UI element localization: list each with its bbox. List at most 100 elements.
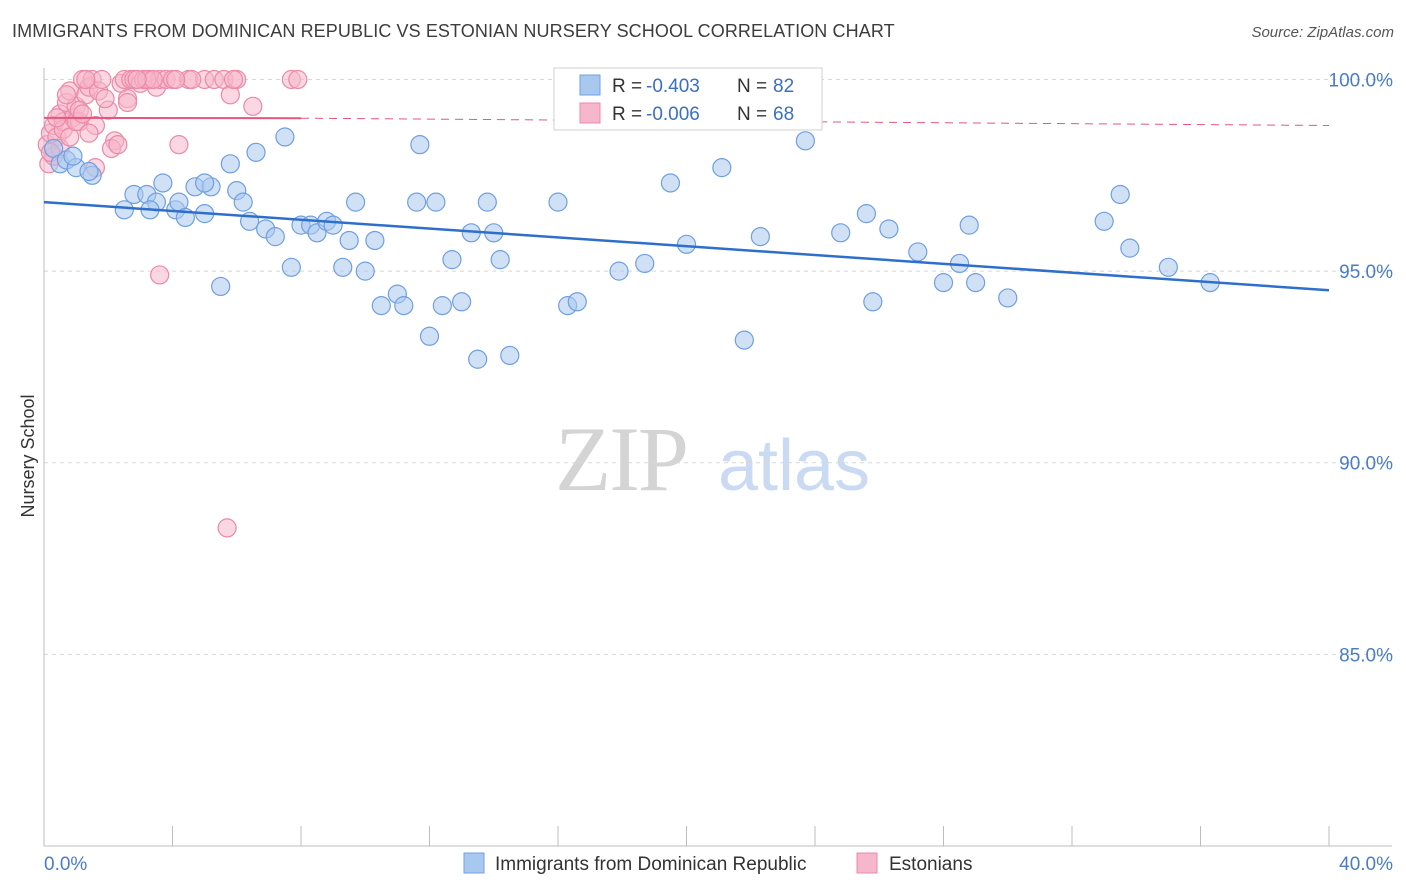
- data-point-dominican-republic: [468, 349, 488, 369]
- data-point-estonians: [76, 69, 96, 90]
- data-point-estonians: [117, 92, 138, 113]
- data-point-dominican-republic: [856, 204, 877, 224]
- legend-r-value-blue: -0.403: [646, 76, 700, 97]
- legend-n-label-pink: N =: [737, 104, 772, 125]
- data-point-dominican-republic: [567, 292, 587, 312]
- legend-r-value-pink: -0.006: [646, 104, 700, 125]
- data-point-dominican-republic: [394, 296, 414, 316]
- y-tick-label: 95.0%: [1339, 262, 1393, 283]
- data-point-estonians: [169, 135, 189, 155]
- data-point-dominican-republic: [490, 250, 510, 270]
- axes: [43, 68, 1392, 847]
- data-point-dominican-republic: [195, 173, 215, 193]
- data-point-dominican-republic: [63, 146, 83, 166]
- data-point-dominican-republic: [548, 192, 568, 212]
- data-point-dominican-republic: [712, 158, 732, 178]
- data-point-dominican-republic: [114, 200, 134, 220]
- data-point-dominican-republic: [1094, 211, 1114, 231]
- data-point-dominican-republic: [355, 261, 375, 281]
- data-point-estonians: [56, 85, 77, 105]
- data-point-dominican-republic: [1158, 257, 1178, 277]
- legend-bottom-swatch-blue: [463, 852, 485, 874]
- stats-legend: R = -0.403 N = 82 R = -0.006 N = 68: [553, 67, 823, 131]
- legend-bottom-swatch-pink: [856, 852, 878, 874]
- legend-n-label-blue: N =: [737, 76, 772, 97]
- data-point-dominican-republic: [211, 276, 231, 297]
- legend-n-value-pink: 68: [773, 104, 794, 125]
- data-point-dominican-republic: [500, 345, 520, 366]
- data-point-dominican-republic: [1110, 184, 1130, 205]
- data-point-dominican-republic: [676, 234, 697, 254]
- data-point-estonians: [150, 265, 170, 285]
- data-point-estonians: [223, 69, 244, 90]
- data-point-dominican-republic: [734, 330, 754, 350]
- watermark-atlas: atlas: [718, 426, 870, 506]
- data-point-dominican-republic: [442, 250, 462, 270]
- chart-title: IMMIGRANTS FROM DOMINICAN REPUBLIC VS ES…: [12, 21, 895, 41]
- data-point-estonians: [95, 89, 115, 109]
- data-point-estonians: [79, 123, 99, 143]
- legend-r-label-blue: R =: [612, 76, 647, 97]
- trend-line-estonians-extension: [300, 117, 1330, 126]
- data-point-dominican-republic: [660, 173, 681, 193]
- data-point-dominican-republic: [246, 142, 266, 162]
- trend-lines: [43, 116, 1330, 292]
- data-point-dominican-republic: [750, 227, 770, 247]
- data-point-dominican-republic: [908, 242, 928, 262]
- data-point-dominican-republic: [831, 223, 851, 243]
- data-point-dominican-republic: [795, 131, 815, 151]
- data-point-dominican-republic: [879, 219, 899, 239]
- trend-line-dominican-republic: [43, 200, 1330, 292]
- data-point-dominican-republic: [407, 192, 427, 212]
- legend-bottom-label-blue: Immigrants from Dominican Republic: [495, 854, 807, 875]
- data-point-dominican-republic: [323, 215, 343, 235]
- y-tick-labels: 85.0% 90.0% 95.0% 100.0%: [1329, 70, 1394, 666]
- x-tick-label-min: 0.0%: [44, 854, 87, 875]
- data-point-estonians: [288, 69, 308, 90]
- data-point-dominican-republic: [635, 253, 655, 274]
- data-point-dominican-republic: [410, 135, 430, 155]
- y-axis-title: Nursery School: [18, 394, 38, 517]
- data-point-dominican-republic: [233, 192, 253, 212]
- x-tick-label-max: 40.0%: [1339, 854, 1393, 875]
- data-point-dominican-republic: [863, 292, 883, 312]
- source-credit: Source: ZipAtlas.com: [1251, 24, 1394, 41]
- legend-bottom-label-pink: Estonians: [889, 854, 972, 875]
- data-point-dominican-republic: [998, 288, 1018, 308]
- data-point-dominican-republic: [477, 192, 497, 212]
- data-point-dominican-republic: [966, 273, 986, 293]
- legend-swatch-blue: [579, 74, 601, 96]
- data-point-dominican-republic: [153, 173, 173, 193]
- data-point-estonians: [108, 135, 128, 155]
- data-point-dominican-republic: [265, 227, 285, 247]
- data-point-dominican-republic: [432, 296, 452, 316]
- data-point-dominican-republic: [959, 215, 979, 235]
- watermark-zip: ZIP: [555, 408, 687, 510]
- y-tick-label: 85.0%: [1339, 645, 1393, 666]
- series-estonians: [37, 69, 308, 538]
- data-point-estonians: [92, 69, 112, 90]
- data-point-estonians: [182, 69, 202, 90]
- data-point-dominican-republic: [1120, 238, 1140, 258]
- legend-swatch-pink: [579, 102, 601, 124]
- series-dominican-republic: [44, 127, 1220, 369]
- data-point-estonians: [127, 69, 147, 90]
- data-point-dominican-republic: [933, 273, 954, 293]
- data-point-dominican-republic: [371, 296, 391, 316]
- data-point-estonians: [217, 518, 237, 538]
- series-legend: Immigrants from Dominican Republic Eston…: [463, 852, 972, 875]
- data-point-dominican-republic: [79, 161, 99, 182]
- legend-n-value-blue: 82: [773, 76, 794, 97]
- data-point-dominican-republic: [333, 257, 353, 277]
- y-tick-label: 90.0%: [1339, 454, 1393, 475]
- data-point-dominican-republic: [281, 257, 301, 277]
- data-point-dominican-republic: [220, 154, 240, 174]
- data-point-estonians: [143, 69, 163, 90]
- x-ticks: [43, 826, 1330, 846]
- data-point-dominican-republic: [346, 192, 366, 212]
- data-point-dominican-republic: [365, 230, 385, 251]
- data-point-estonians: [72, 104, 93, 124]
- data-point-dominican-republic: [419, 326, 440, 346]
- y-tick-label: 100.0%: [1329, 70, 1394, 91]
